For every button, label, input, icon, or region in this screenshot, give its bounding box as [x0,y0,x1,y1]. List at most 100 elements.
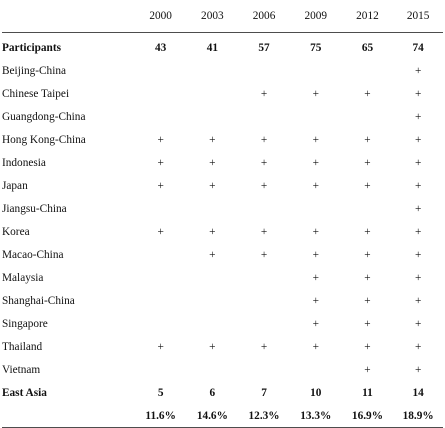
participants-count: 57 [258,41,270,54]
economy-row: Guangdong-China + [2,105,443,128]
participation-mark: + [414,271,422,284]
east-asia-count: 14 [412,386,424,399]
participation-cell: + [393,243,443,266]
participation-cell: + [393,105,443,128]
participation-mark: + [312,271,319,284]
participation-cell: + [393,289,443,312]
participation-cell: + [393,358,443,381]
participation-cell: + [342,174,394,197]
participation-mark: + [414,317,422,330]
economy-label: Singapore [2,317,48,330]
participation-cell [135,59,187,82]
participation-cell: + [342,151,394,174]
participation-mark: + [414,294,422,307]
participation-mark: + [364,294,371,307]
participation-mark: + [209,156,216,169]
economy-label: Malaysia [2,271,44,284]
participants-count: 75 [310,41,322,54]
participation-mark: + [260,340,268,353]
participants-row: Participants 43 41 57 75 65 74 [2,33,443,60]
participation-mark: + [364,133,371,146]
participation-cell [238,289,290,312]
participation-cell: + [238,151,290,174]
east-asia-share: 18.9% [393,404,443,428]
participation-cell: + [290,128,342,151]
participation-cell: + [135,151,187,174]
participation-mark: + [414,179,422,192]
participation-cell: + [290,220,342,243]
table-body: Participants 43 41 57 75 65 74 Beijing-C… [2,33,443,382]
participation-cell [135,312,187,335]
participation-cell: + [187,128,239,151]
participation-cell [290,358,342,381]
year-header: 2006 [238,0,290,33]
participation-cell [135,243,187,266]
participation-cell [342,197,394,220]
participation-mark: + [312,156,319,169]
participation-mark: + [414,248,422,261]
participation-cell [238,266,290,289]
participation-cell: + [342,243,394,266]
participation-cell: + [342,82,394,105]
participation-mark: + [260,179,268,192]
participation-cell [135,197,187,220]
economy-row: Indonesia + + + + + + [2,151,443,174]
east-asia-share: 14.6% [186,404,239,428]
participation-cell: + [187,220,239,243]
participation-cell: + [290,243,342,266]
east-asia-count: 7 [261,386,267,399]
economy-label: Guangdong-China [2,110,86,123]
participation-cell: + [342,266,394,289]
participation-cell [135,266,187,289]
participation-cell [238,105,290,128]
participation-cell: + [238,174,290,197]
participation-cell [290,105,342,128]
economy-label: Hong Kong-China [2,133,86,146]
participation-cell: + [342,128,394,151]
participation-mark: + [414,225,422,238]
participation-mark: + [414,64,422,77]
east-asia-share-row: 11.6% 14.6% 12.3% 13.3% 16.9% 18.9% [2,404,443,428]
participation-mark: + [414,133,422,146]
east-asia-label: East Asia [2,386,47,399]
participation-cell: + [393,197,443,220]
participation-mark: + [364,179,371,192]
participation-cell: + [393,128,443,151]
east-asia-count: 11 [362,386,373,399]
participation-mark: + [312,248,319,261]
participation-cell [342,59,394,82]
participation-cell: + [290,151,342,174]
economy-row: Singapore + + + [2,312,443,335]
participation-cell [135,358,187,381]
participation-cell [135,105,187,128]
participation-cell: + [187,174,239,197]
east-asia-share: 16.9% [341,404,394,428]
participation-cell [187,266,239,289]
participation-mark: + [209,179,216,192]
economy-row: Jiangsu-China + [2,197,443,220]
participation-cell [342,105,394,128]
economy-label: Vietnam [2,363,41,376]
participants-count: 74 [412,41,424,54]
economy-row: Japan + + + + + + [2,174,443,197]
participants-count: 65 [361,41,374,54]
participation-mark: + [414,340,422,353]
participation-cell: + [393,220,443,243]
participation-cell: + [135,128,187,151]
participation-cell: + [342,220,394,243]
participation-mark: + [364,340,371,353]
year-header: 2015 [393,0,443,33]
participation-cell: + [290,82,342,105]
participation-cell: + [238,82,290,105]
economy-row: Thailand + + + + + + [2,335,443,358]
participation-cell: + [393,266,443,289]
header-corner [2,0,135,33]
participants-count: 41 [206,41,218,54]
participation-cell [187,358,239,381]
participation-cell: + [238,243,290,266]
participation-cell: + [342,289,394,312]
participation-mark: + [312,340,319,353]
participation-cell: + [187,243,239,266]
economy-label: Shanghai-China [2,294,75,307]
